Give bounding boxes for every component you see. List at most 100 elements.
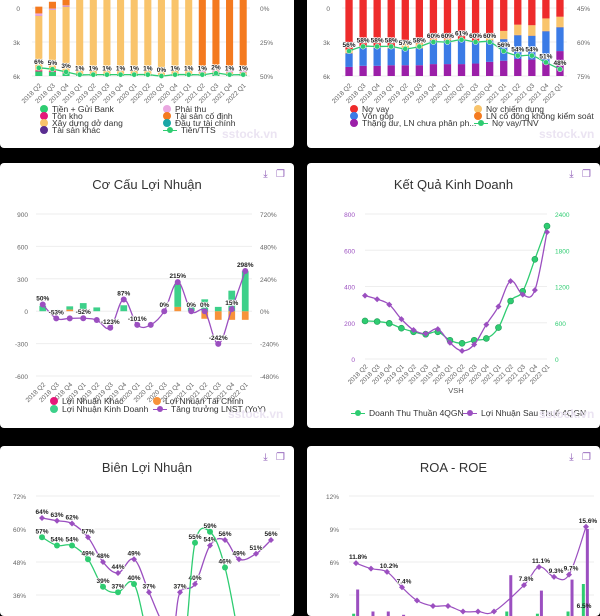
legend-label: Nợ vay/TNV [492, 118, 539, 128]
data-label: 49% [232, 550, 245, 557]
ratio-point [172, 72, 177, 77]
growth-point [67, 315, 73, 321]
legend-item[interactable]: Tiền/TTS [163, 125, 216, 135]
y-tick-label: 6k [13, 74, 21, 81]
data-label: 54% [50, 537, 63, 544]
roe-roa-bar [540, 591, 543, 616]
y2-tick-label: 25% [260, 40, 273, 47]
ratio-point [200, 72, 205, 77]
data-label: 57% [399, 40, 412, 47]
bar-segment [93, 307, 100, 311]
data-label: 1% [89, 66, 99, 73]
y2-tick-label: 2400 [555, 212, 570, 219]
data-label: 39% [96, 578, 109, 585]
ratio-point [515, 53, 520, 58]
data-label: 44% [111, 564, 124, 571]
bar-segment [402, 0, 409, 41]
legend-line-marker-icon [351, 409, 365, 417]
y2-tick-label: 1200 [555, 285, 570, 292]
ratio-point [431, 39, 436, 44]
roe-point [491, 609, 497, 615]
data-label: 1% [102, 66, 112, 73]
data-label: 48% [96, 553, 109, 560]
series-point [459, 340, 465, 346]
roe-roa-bar [509, 575, 512, 616]
data-label: 11.8% [349, 554, 367, 561]
data-label: 1% [170, 66, 180, 73]
data-label: 49% [81, 550, 94, 557]
y-tick-label: 3k [323, 40, 331, 47]
data-label: 6% [34, 59, 44, 66]
y-tick-label: 300 [17, 277, 28, 284]
legend-label: Tài sản khác [52, 125, 100, 135]
data-label: 0% [160, 302, 170, 309]
bar-segment [374, 48, 381, 66]
legend-item[interactable]: Lợi Nhuận Kinh Doanh [50, 404, 148, 414]
ratio-point [473, 39, 478, 44]
y2-tick-label: 600 [555, 321, 566, 328]
data-label: 1% [116, 66, 126, 73]
legend-item[interactable]: Thặng dư, LN chưa phân ph... [350, 118, 476, 128]
bar-segment [542, 0, 549, 18]
data-label: 7.8% [519, 576, 534, 583]
ratio-point [227, 72, 232, 77]
data-label: 1% [238, 66, 248, 73]
legend-item[interactable]: Doanh Thu Thuần 4QGN [351, 408, 464, 418]
data-label: 9.7% [564, 566, 579, 573]
legend-item[interactable]: Nợ vay/TNV [474, 118, 539, 128]
roe-point [368, 566, 374, 572]
y2-tick-label: 60% [577, 40, 590, 47]
legend-dot-icon [350, 119, 358, 127]
data-label: 57% [81, 528, 94, 535]
data-label: 0% [200, 302, 210, 309]
data-label: 298% [237, 262, 254, 269]
bar-segment [458, 40, 465, 64]
bar-segment [500, 61, 507, 76]
y-tick-label: 9% [330, 527, 340, 534]
series-line [365, 226, 547, 343]
ratio-point [91, 72, 96, 77]
growth-point [148, 322, 154, 328]
data-label: 58% [385, 38, 398, 45]
legend-line-marker-icon [474, 119, 488, 127]
bar-segment [158, 0, 165, 75]
data-label: 54% [511, 47, 524, 54]
bar-segment [345, 53, 352, 67]
data-label: 40% [127, 575, 140, 582]
ratio-point [360, 44, 365, 49]
y2-tick-label: 50% [260, 74, 273, 81]
data-label: 61% [455, 31, 468, 38]
data-label: 56% [343, 42, 356, 49]
bar-segment [226, 0, 233, 71]
bar-segment [185, 0, 192, 74]
roe-roa-bar [387, 612, 390, 616]
y-tick-label: 0 [351, 357, 355, 364]
bar-segment [500, 31, 507, 39]
data-label: 7.4% [397, 578, 412, 585]
legend-dot-icon [50, 405, 58, 413]
bar-segment [514, 59, 521, 76]
bar-segment [556, 0, 563, 17]
data-label: 1% [225, 66, 235, 73]
y-tick-label: 12% [326, 494, 339, 501]
bar-segment [66, 310, 73, 312]
data-label: 5% [48, 60, 58, 67]
series-point [398, 325, 404, 331]
bar-segment [528, 60, 535, 76]
ratio-point [417, 44, 422, 49]
data-label: 56% [218, 531, 231, 538]
legend-label: Lợi Nhuận Kinh Doanh [62, 404, 148, 414]
legend-item[interactable]: Tài sản khác [40, 125, 100, 135]
data-label: 54% [65, 537, 78, 544]
ratio-point [63, 69, 68, 74]
data-label: 1% [143, 66, 153, 73]
data-label: 58% [413, 38, 426, 45]
data-label: 6.5% [577, 603, 592, 610]
bar-segment [472, 64, 479, 76]
y-tick-label: 600 [344, 248, 355, 255]
roe-roa-bar [505, 612, 508, 616]
series-point [495, 325, 501, 331]
legend-label: Thặng dư, LN chưa phân ph... [362, 118, 476, 128]
legend-line-marker-icon [463, 409, 477, 417]
